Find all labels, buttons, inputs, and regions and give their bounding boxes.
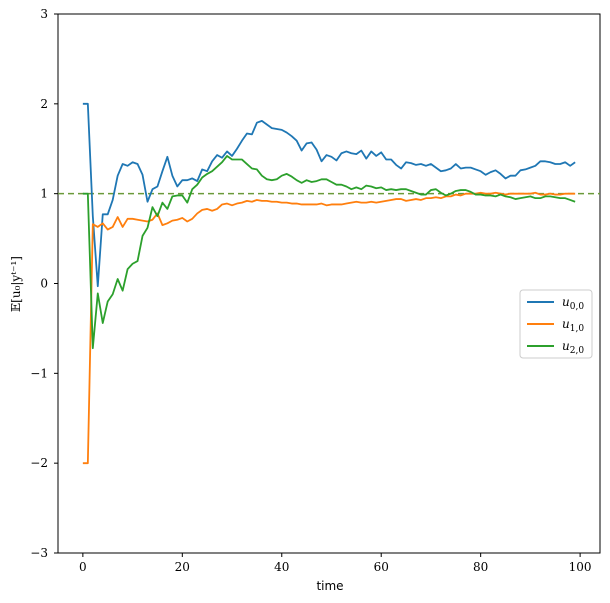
x-tick-label: 20: [175, 560, 190, 574]
y-tick-label: 3: [40, 7, 48, 21]
x-tick-label: 60: [374, 560, 389, 574]
x-axis-label: time: [316, 579, 343, 593]
y-tick-label: −1: [30, 366, 48, 380]
series-layer: [82, 102, 576, 465]
series-line-0: [82, 102, 576, 288]
series-line-2: [82, 155, 576, 350]
x-tick-label: 100: [569, 560, 592, 574]
x-tick-label: 80: [473, 560, 488, 574]
y-tick-label: 0: [40, 277, 48, 291]
y-tick-label: −2: [30, 456, 48, 470]
y-tick-label: −3: [30, 546, 48, 560]
plot-area: [57, 13, 601, 554]
y-tick-label: 2: [40, 97, 48, 111]
legend-box: [519, 289, 593, 359]
y-tick-label: 1: [40, 187, 48, 201]
x-tick-label: 40: [274, 560, 289, 574]
plot-frame: [57, 13, 601, 554]
y-axis-label: 𝔼[u₀|yᵗ⁻¹]: [9, 256, 23, 312]
series-line-1: [82, 191, 576, 465]
axes-layer: 0 20 40 60 80 100 −3 −2 −1 0 1 2 3: [30, 7, 591, 574]
legend: u0,0u1,0u2,0: [519, 289, 593, 359]
x-tick-label: 0: [79, 560, 87, 574]
